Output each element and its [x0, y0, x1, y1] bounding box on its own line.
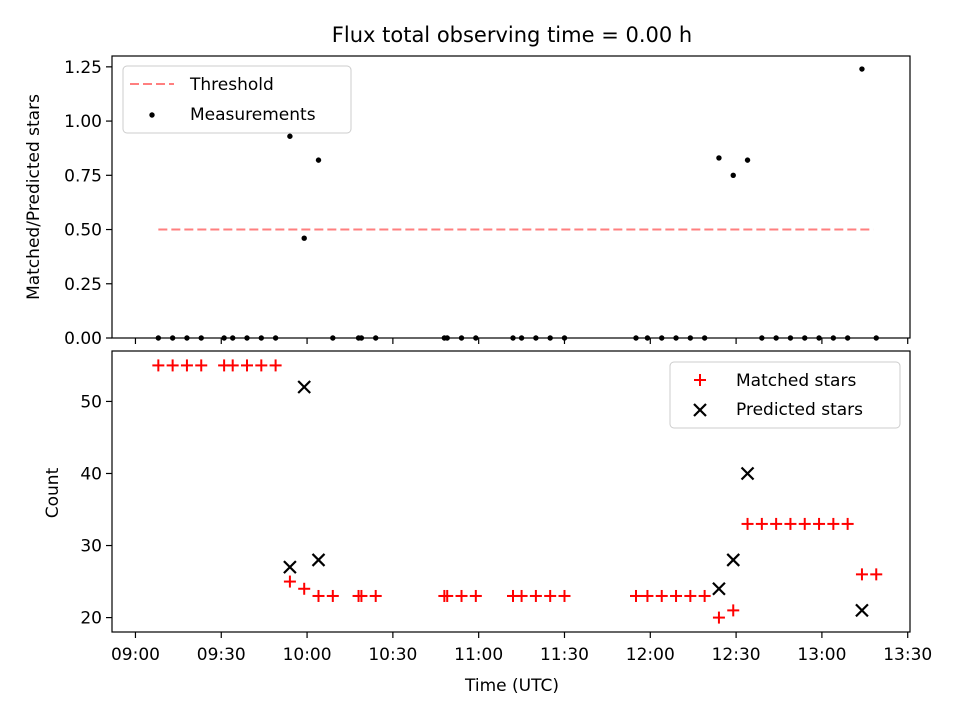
x-tick-label: 09:30 [197, 645, 246, 665]
x-tick-label: 11:30 [540, 645, 589, 665]
x-tick-label: 12:00 [626, 645, 675, 665]
matched-point [670, 589, 683, 602]
x-tick-label: 13:30 [883, 645, 932, 665]
predicted-point [740, 466, 755, 481]
measurement-point [730, 172, 736, 179]
legend-predicted-label: Predicted stars [736, 400, 863, 420]
bottom-legend: Matched stars Predicted stars [669, 361, 901, 429]
matched-point [558, 589, 571, 602]
x-tick-label: 09:00 [111, 645, 160, 665]
matched-point [698, 589, 711, 602]
legend-matched-swatch [694, 374, 706, 386]
x-tick-label: 11:00 [454, 645, 503, 665]
matched-point [855, 568, 868, 581]
measurement-point [716, 155, 722, 161]
legend-matched-label: Matched stars [736, 371, 856, 391]
matched-point [355, 589, 368, 602]
y-tick-label: 0.75 [64, 166, 102, 186]
matched-point [312, 589, 325, 602]
matched-point [255, 359, 268, 372]
predicted-point [283, 560, 297, 574]
x-tick-label: 10:30 [368, 645, 417, 665]
y-tick-label: 0.00 [64, 329, 102, 349]
matched-point [870, 568, 883, 581]
matched-point [166, 359, 179, 372]
predicted-point [297, 380, 311, 394]
matched-point [770, 517, 783, 530]
matched-point [226, 359, 239, 372]
measurement-point [315, 157, 322, 163]
matched-point [712, 611, 725, 624]
top-y-axis-label: Matched/Predicted stars [24, 94, 44, 300]
matched-point [655, 589, 668, 602]
bottom-y-axis-label: Count [43, 467, 63, 518]
y-tick-label: 1.00 [64, 112, 102, 132]
legend-measurements-label: Measurements [190, 105, 316, 125]
x-tick-label: 10:00 [283, 645, 332, 665]
matched-point [798, 517, 811, 530]
measurement-point [301, 235, 307, 241]
matched-point [684, 589, 697, 602]
series-matched-stars [152, 359, 883, 624]
top-legend-box [122, 65, 352, 134]
matched-point [469, 589, 482, 602]
x-axis-label: Time (UTC) [464, 676, 559, 696]
legend-predicted-swatch [693, 403, 707, 417]
measurement-point [744, 157, 751, 163]
matched-point [813, 517, 826, 530]
legend-measurements-swatch [149, 112, 155, 118]
matched-point [283, 575, 296, 588]
x-tick-label: 12:30 [712, 645, 761, 665]
predicted-point [726, 553, 741, 567]
matched-point [369, 589, 382, 602]
predicted-point [311, 553, 326, 567]
predicted-point [855, 603, 869, 618]
x-tick-label: 13:00 [797, 645, 846, 665]
matched-point [741, 517, 754, 530]
top-legend: Threshold Measurements [122, 65, 352, 134]
matched-point [529, 589, 542, 602]
matched-point [784, 517, 797, 530]
chart-title: Flux total observing time = 0.00 h [332, 23, 692, 47]
matched-point [841, 517, 854, 530]
measurement-point [859, 66, 865, 72]
y-tick-label: 50 [80, 392, 102, 412]
matched-point [195, 359, 208, 372]
matched-point [629, 589, 642, 602]
matched-point [152, 359, 165, 372]
matched-point [441, 589, 454, 602]
y-tick-label: 0.50 [64, 221, 102, 241]
y-tick-label: 20 [80, 609, 102, 629]
y-tick-label: 30 [80, 537, 102, 557]
measurement-point [287, 133, 293, 139]
series-predicted-stars [283, 380, 869, 618]
matched-point [515, 589, 528, 602]
legend-threshold-label: Threshold [189, 75, 274, 95]
predicted-point [712, 581, 726, 596]
matched-point [827, 517, 840, 530]
y-tick-label: 1.25 [64, 58, 102, 78]
matched-point [641, 589, 654, 602]
plot-frame [111, 350, 911, 633]
matched-point [755, 517, 768, 530]
matched-point [727, 604, 740, 617]
y-tick-label: 40 [80, 464, 102, 484]
matched-point [269, 359, 282, 372]
matched-point [180, 359, 193, 372]
matched-point [544, 589, 557, 602]
bottom-plot-panel: 20 30 40 50 09:00 09:30 10:00 10:30 11:00 11:30 12… [80, 350, 932, 665]
matched-point [241, 359, 254, 372]
y-tick-label: 0.25 [64, 275, 102, 295]
bottom-legend-box [669, 361, 901, 429]
plot-frame [111, 55, 911, 339]
matched-point [326, 589, 339, 602]
matched-point [298, 582, 311, 595]
matched-point [455, 589, 468, 602]
